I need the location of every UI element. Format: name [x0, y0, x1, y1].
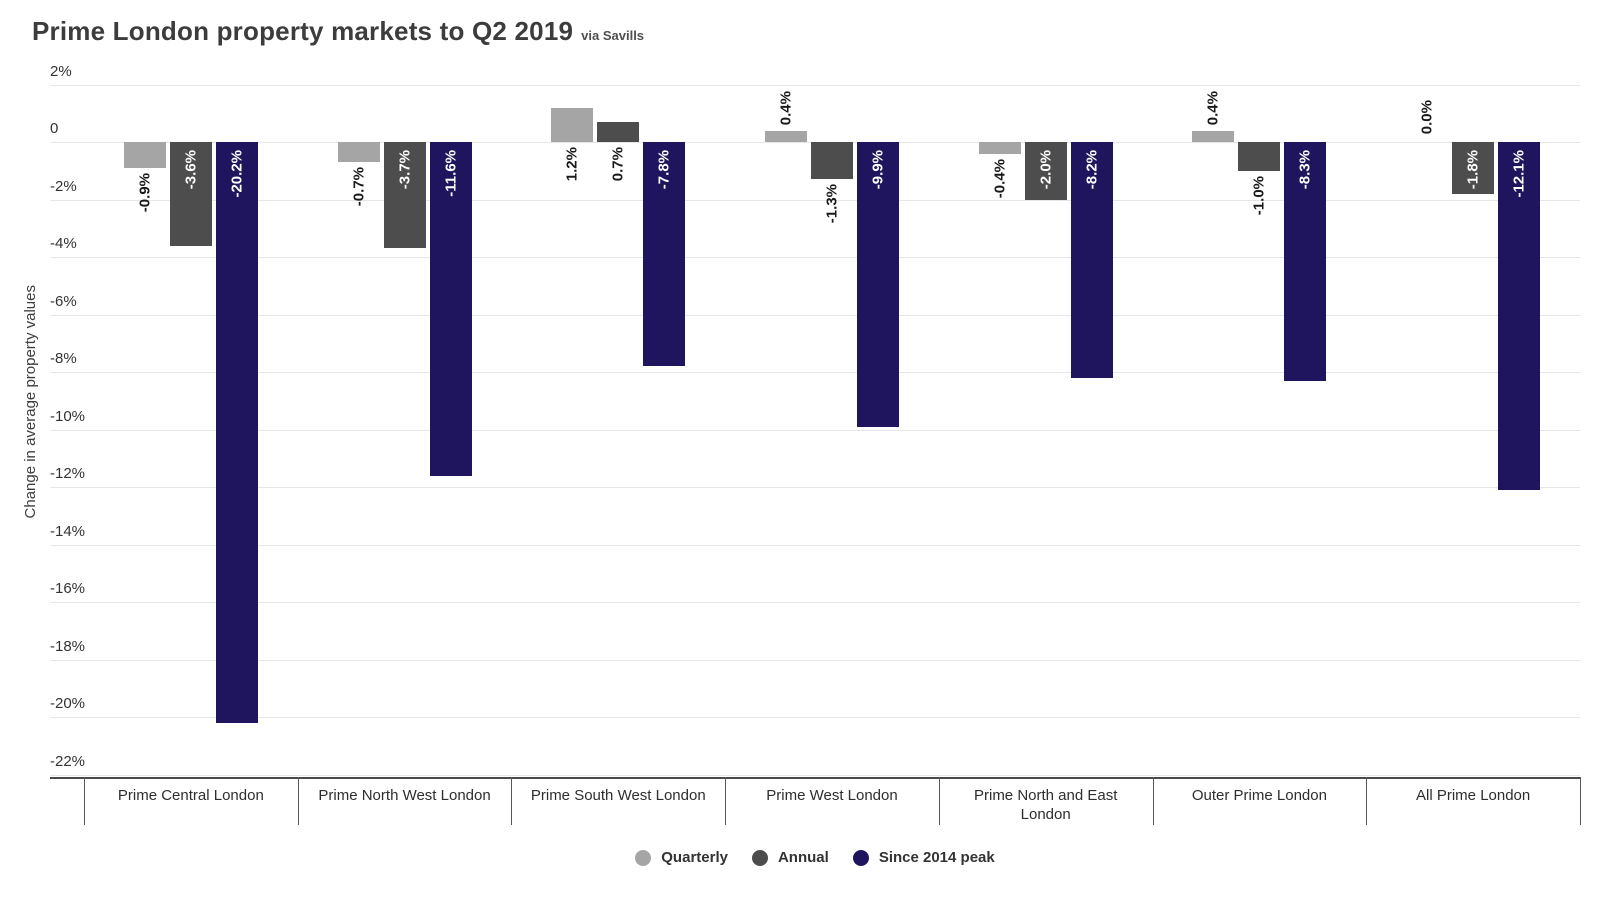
bar [1070, 142, 1113, 378]
category-label: Prime South West London [530, 787, 706, 804]
category-separator [84, 777, 85, 825]
bar-value-label: -11.6% [442, 150, 460, 197]
bar-value-label: 1.2% [563, 147, 581, 182]
gridline [50, 199, 1580, 201]
y-tick-label: 2% [50, 62, 72, 80]
bar-value-label: -0.7% [350, 167, 368, 207]
bar-value-label: 0.4% [1204, 91, 1222, 126]
bar [215, 142, 258, 723]
legend-label: Since 2014 peak [878, 849, 995, 866]
y-tick-label: -10% [50, 407, 86, 425]
y-tick-label: -2% [50, 177, 77, 195]
bar [857, 142, 899, 427]
y-tick-label: -16% [50, 580, 86, 597]
bar [643, 142, 686, 367]
chart-header: Prime London property markets to Q2 2019… [32, 16, 644, 47]
legend-swatch-icon [852, 849, 869, 866]
category-separator [1366, 777, 1368, 825]
gridline [50, 487, 1580, 488]
bar-value-label: -3.7% [396, 150, 414, 190]
gridline [50, 314, 1580, 316]
gridline [50, 372, 1580, 373]
category-label: Prime West London [766, 787, 898, 804]
bar [1452, 142, 1495, 194]
bar [1238, 142, 1281, 171]
category-label: Prime North and East London [973, 787, 1118, 823]
y-tick-label: -22% [50, 752, 86, 770]
bar-value-label: -1.8% [1464, 150, 1482, 190]
bar-value-label: -0.9% [136, 172, 154, 213]
bar [551, 107, 594, 142]
category-label: All Prime London [1416, 787, 1531, 804]
bar [1498, 142, 1541, 490]
bar-value-label: -12.1% [1510, 150, 1528, 198]
y-axis-title: Change in average property values [22, 285, 39, 519]
gridline [50, 544, 1580, 546]
bar-value-label: -7.8% [655, 150, 673, 190]
y-tick-label: -6% [50, 292, 77, 310]
category-separator [938, 777, 940, 825]
bar [765, 130, 807, 142]
bar [123, 142, 166, 168]
x-axis-line [50, 777, 1580, 779]
bar-value-label: 0.0% [1418, 99, 1436, 134]
bar [978, 142, 1021, 154]
gridline [50, 717, 1580, 718]
legend-label: Quarterly [661, 849, 728, 866]
category-label: Prime Central London [117, 787, 264, 804]
legend-item: Since 2014 peak [852, 849, 995, 866]
category-separator [297, 777, 299, 825]
y-tick-label: -20% [50, 695, 86, 712]
category-separator [1580, 777, 1581, 825]
category-separator [1152, 777, 1154, 825]
bar-value-label: -1.0% [1250, 175, 1268, 215]
legend-item: Quarterly [635, 849, 728, 866]
legend-swatch-icon [635, 849, 652, 866]
category-label: Prime North West London [318, 787, 491, 804]
y-tick-label: -4% [50, 235, 77, 252]
y-tick-label: -8% [50, 350, 77, 367]
category-separator [725, 777, 727, 825]
y-tick-label: -12% [50, 465, 86, 482]
category-separator [511, 777, 513, 825]
y-tick-label: 0 [50, 120, 59, 137]
gridline [50, 429, 1580, 431]
bar-value-label: -2.0% [1037, 150, 1055, 190]
bar [597, 121, 640, 142]
bar [1024, 142, 1067, 200]
bar [811, 142, 853, 180]
bar [383, 142, 426, 249]
category-label: Outer Prime London [1191, 787, 1327, 804]
bar-value-label: 0.7% [609, 147, 627, 182]
legend-label: Annual [777, 849, 829, 866]
bar [169, 142, 212, 246]
chart-source-note: via Savills [581, 28, 645, 43]
bar-value-label: -9.9% [869, 150, 887, 190]
legend-swatch-icon [751, 849, 768, 866]
gridline [50, 659, 1580, 661]
bar [429, 142, 472, 476]
bar-value-label: -20.2% [228, 150, 246, 198]
y-tick-label: -14% [50, 522, 86, 540]
bar-value-label: -3.6% [182, 150, 200, 190]
y-tick-label: -18% [50, 637, 86, 655]
gridline [50, 84, 1580, 86]
bar [1284, 142, 1327, 381]
bar-value-label: -1.3% [823, 184, 841, 224]
bar-value-label: -0.4% [991, 158, 1009, 198]
bar-value-label: 0.4% [777, 91, 795, 126]
bar-value-label: -8.3% [1296, 150, 1314, 190]
gridline [50, 602, 1580, 603]
bar [1192, 130, 1235, 142]
bar-value-label: -8.2% [1083, 150, 1101, 190]
chart-title: Prime London property markets to Q2 2019 [32, 16, 574, 46]
gridline [50, 257, 1580, 258]
gridline [50, 774, 1580, 776]
legend-item: Annual [751, 849, 829, 866]
bar [337, 142, 380, 163]
legend: Quarterly Annual Since 2014 peak [50, 849, 1580, 866]
